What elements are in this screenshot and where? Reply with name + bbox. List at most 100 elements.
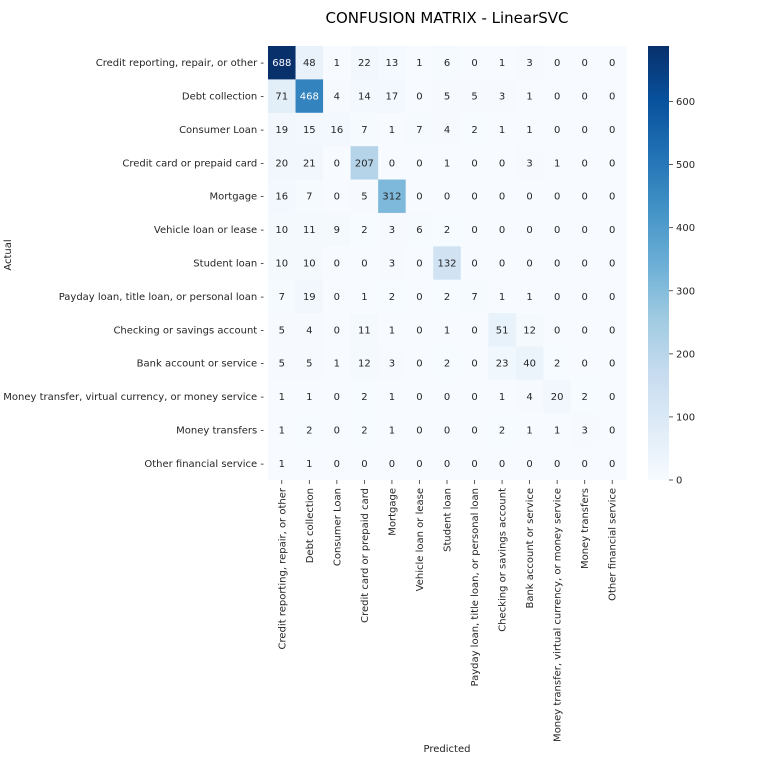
cell-value-label: 3 bbox=[499, 92, 505, 103]
colorbar-tick-label: 400 bbox=[676, 223, 695, 234]
heatmap-cell bbox=[433, 46, 462, 80]
heatmap-cell bbox=[268, 379, 297, 414]
heatmap-cell bbox=[598, 246, 627, 281]
heatmap-cell bbox=[405, 146, 434, 181]
heatmap-cell bbox=[323, 46, 352, 80]
row-tick-label: Student loan - bbox=[193, 259, 264, 270]
heatmap-cell bbox=[515, 46, 544, 80]
heatmap-cell bbox=[570, 79, 599, 114]
heatmap-cell bbox=[268, 212, 297, 247]
cell-value-label: 0 bbox=[582, 192, 588, 203]
cell-value-label: 2 bbox=[306, 425, 312, 436]
cell-value-label: 0 bbox=[609, 292, 615, 303]
cell-value-label: 688 bbox=[272, 58, 291, 69]
heatmap-cell bbox=[378, 379, 407, 414]
heatmap-cell bbox=[598, 446, 627, 481]
cell-value-label: 17 bbox=[386, 92, 399, 103]
heatmap-cell bbox=[323, 179, 352, 214]
cell-value-label: 1 bbox=[499, 292, 505, 303]
heatmap-cell bbox=[433, 212, 462, 247]
cell-value-label: 5 bbox=[361, 192, 367, 203]
heatmap-cell bbox=[515, 313, 544, 347]
row-tick-label: Money transfer, virtual currency, or mon… bbox=[3, 392, 264, 403]
heatmap-cell bbox=[543, 146, 572, 181]
heatmap-cell bbox=[598, 112, 627, 147]
heatmap-cell bbox=[378, 112, 407, 147]
heatmap-cell bbox=[543, 112, 572, 147]
heatmap-cell bbox=[460, 112, 489, 147]
cell-value-label: 12 bbox=[358, 359, 371, 370]
heatmap-cell bbox=[543, 212, 572, 247]
cell-value-label: 0 bbox=[609, 259, 615, 270]
cell-value-label: 312 bbox=[382, 192, 401, 203]
heatmap-cell bbox=[570, 313, 599, 347]
col-tick-label: Consumer Loan bbox=[332, 488, 343, 566]
heatmap-cell bbox=[405, 179, 434, 214]
heatmap-cell bbox=[570, 413, 599, 448]
cell-value-label: 2 bbox=[582, 392, 588, 403]
cell-value-label: 0 bbox=[416, 192, 422, 203]
cell-value-label: 2 bbox=[499, 425, 505, 436]
cell-value-label: 40 bbox=[523, 359, 536, 370]
col-tick-label: Money transfers bbox=[580, 488, 591, 569]
heatmap-cell bbox=[515, 346, 544, 381]
heatmap-cell bbox=[543, 446, 572, 481]
col-tick-label: Credit reporting, repair, or other bbox=[277, 487, 288, 649]
cell-value-label: 0 bbox=[609, 459, 615, 470]
cell-value-label: 6 bbox=[416, 225, 422, 236]
cell-value-label: 0 bbox=[471, 58, 477, 69]
heatmap-cell bbox=[350, 346, 379, 381]
heatmap-cell bbox=[350, 279, 379, 314]
cell-value-label: 0 bbox=[416, 158, 422, 169]
cell-value-label: 132 bbox=[437, 259, 456, 270]
cell-value-label: 0 bbox=[471, 425, 477, 436]
heatmap-cell bbox=[515, 146, 544, 181]
heatmap-cell bbox=[378, 46, 407, 80]
cell-value-label: 468 bbox=[300, 92, 319, 103]
cell-value-label: 1 bbox=[526, 425, 532, 436]
colorbar-tick-label: 300 bbox=[676, 286, 695, 297]
cell-value-label: 0 bbox=[361, 259, 367, 270]
heatmap-cell bbox=[268, 446, 297, 481]
cell-value-label: 2 bbox=[389, 292, 395, 303]
cell-value-label: 11 bbox=[358, 325, 371, 336]
cell-value-label: 19 bbox=[303, 292, 316, 303]
heatmap-cell bbox=[433, 346, 462, 381]
cell-value-label: 5 bbox=[444, 92, 450, 103]
heatmap-cell bbox=[350, 146, 379, 181]
cell-value-label: 0 bbox=[444, 459, 450, 470]
cell-value-label: 2 bbox=[361, 392, 367, 403]
cell-value-label: 20 bbox=[551, 392, 564, 403]
cell-value-label: 0 bbox=[416, 92, 422, 103]
cell-value-label: 1 bbox=[306, 392, 312, 403]
heatmap-cell bbox=[570, 346, 599, 381]
heatmap-cell bbox=[543, 179, 572, 214]
heatmap-cell bbox=[268, 179, 297, 214]
heatmap-cell bbox=[323, 279, 352, 314]
cell-value-label: 0 bbox=[334, 459, 340, 470]
cell-value-label: 0 bbox=[334, 425, 340, 436]
cell-value-label: 0 bbox=[499, 192, 505, 203]
cell-value-label: 7 bbox=[306, 192, 312, 203]
cell-value-label: 2 bbox=[444, 359, 450, 370]
cell-value-label: 0 bbox=[471, 192, 477, 203]
col-tick-label: Mortgage bbox=[387, 488, 398, 536]
col-tick-label: Other financial service bbox=[608, 488, 619, 601]
heatmap-cell bbox=[488, 246, 517, 281]
heatmap-cell bbox=[350, 112, 379, 147]
heatmap-cell bbox=[570, 146, 599, 181]
cell-value-label: 0 bbox=[554, 225, 560, 236]
cell-value-label: 207 bbox=[355, 158, 374, 169]
heatmap-cell bbox=[323, 246, 352, 281]
cell-value-label: 7 bbox=[471, 292, 477, 303]
heatmap-cell bbox=[433, 379, 462, 414]
row-tick-label: Bank account or service - bbox=[137, 359, 265, 370]
heatmap-cell bbox=[295, 313, 324, 347]
cell-value-label: 19 bbox=[275, 125, 288, 136]
cell-value-label: 9 bbox=[334, 225, 340, 236]
cell-value-label: 1 bbox=[526, 292, 532, 303]
heatmap-cell bbox=[268, 346, 297, 381]
heatmap-cell bbox=[295, 46, 324, 80]
cell-value-label: 1 bbox=[361, 292, 367, 303]
row-tick-label: Mortgage - bbox=[209, 192, 264, 203]
